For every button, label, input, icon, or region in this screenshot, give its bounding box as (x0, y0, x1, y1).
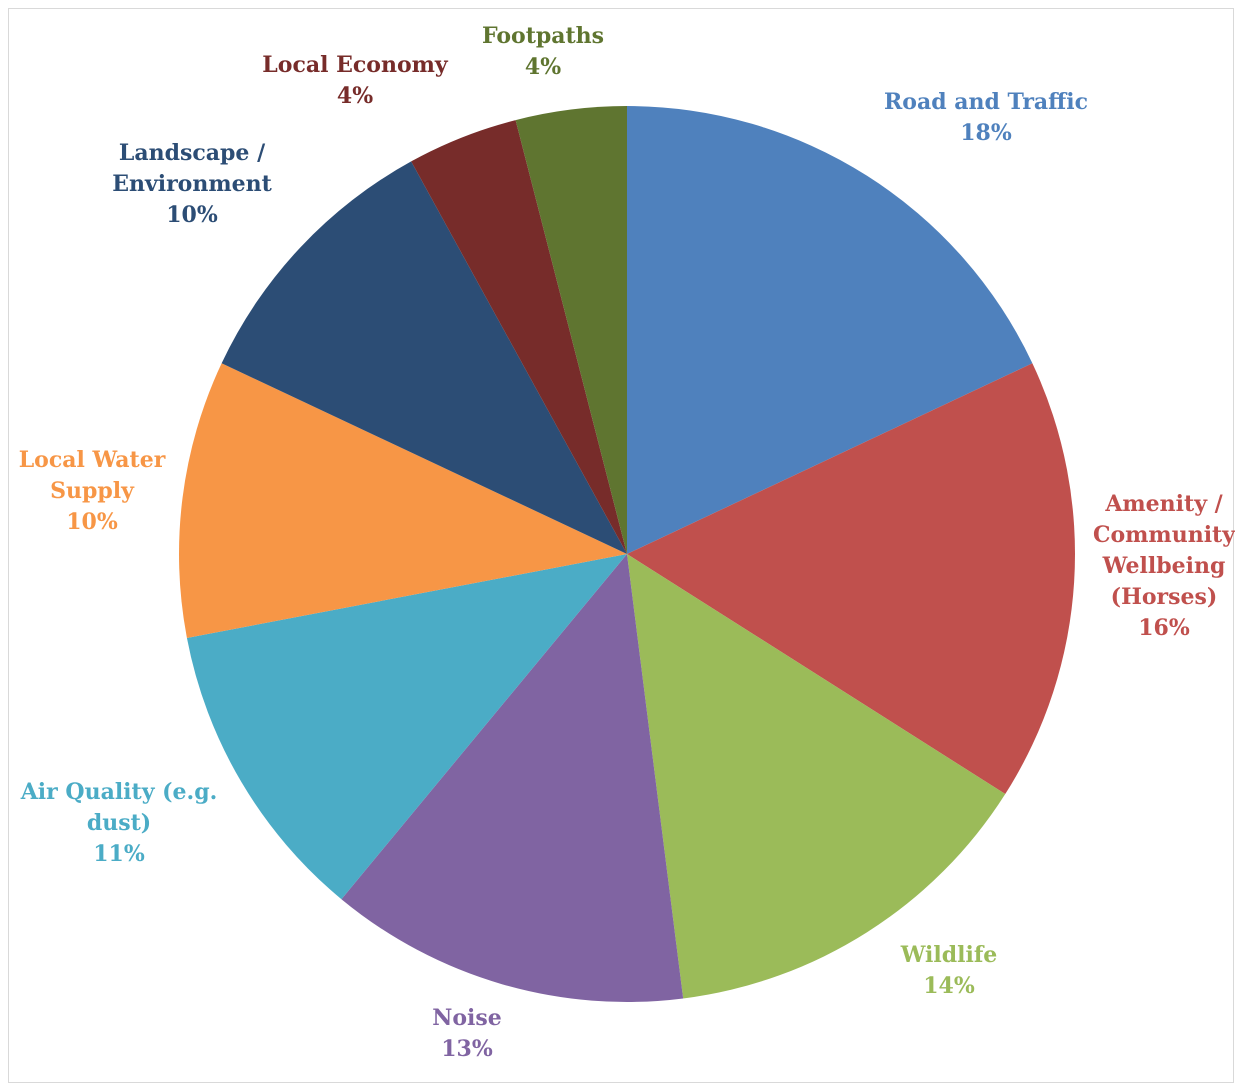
slice-data-label: Footpaths 4% (482, 23, 604, 80)
slice-percent: 4% (337, 83, 373, 109)
slice-label-line: Wellbeing (1102, 553, 1226, 579)
slice-label-line: Local Water (19, 447, 166, 473)
pie-slice (627, 363, 1075, 795)
pie-slice (627, 106, 1033, 554)
slice-label-line: Local Economy (262, 52, 449, 78)
slice-data-label: Air Quality (e.g. dust) 11% (20, 779, 218, 867)
pie-slice (179, 363, 628, 638)
slice-label-line: Landscape / (119, 140, 266, 166)
pie-slice (341, 554, 684, 1003)
slice-label-line: (Horses) (1111, 584, 1218, 610)
slice-label-line: Noise (432, 1005, 502, 1031)
slice-data-label: Landscape / Environment 10% (112, 140, 272, 228)
slice-label-line: Amenity / (1104, 491, 1223, 517)
pie-slice (221, 161, 627, 554)
pie-slice (627, 554, 1006, 999)
slice-percent: 14% (923, 973, 975, 999)
slice-label-line: Community (1093, 522, 1235, 548)
slice-data-label: Wildlife 14% (900, 942, 998, 999)
slice-data-label: Local Economy 4% (262, 52, 449, 109)
slice-percent: 4% (525, 54, 561, 80)
slice-label-line: Air Quality (e.g. (20, 779, 218, 805)
slice-percent: 11% (93, 841, 145, 867)
pie-slice (186, 554, 627, 900)
chart-frame: Road and Traffic 18% Amenity / Community Wel… (8, 8, 1235, 1083)
slice-label-line: Footpaths (482, 23, 604, 49)
slice-label-line: Wildlife (900, 942, 998, 968)
pie-chart: Road and Traffic 18% Amenity / Community Wel… (19, 23, 1235, 1062)
slice-percent: 10% (166, 202, 218, 228)
slice-data-label: Amenity / Community Wellbeing (Horses) 16% (1093, 491, 1235, 641)
slice-label-line: Supply (50, 478, 135, 504)
slice-data-label: Local Water Supply 10% (19, 447, 166, 535)
slice-labels: Road and Traffic 18% Amenity / Community Wel… (19, 23, 1235, 1062)
slice-label-line: Environment (112, 171, 272, 197)
pie-slice (515, 106, 627, 554)
pie-slice (411, 120, 627, 554)
slice-percent: 10% (66, 509, 118, 535)
slice-percent: 18% (960, 120, 1012, 146)
pie-slices (179, 106, 1075, 1003)
slice-label-line: dust) (87, 810, 151, 836)
slice-data-label: Road and Traffic 18% (884, 89, 1088, 146)
slice-label-line: Road and Traffic (884, 89, 1088, 115)
slice-percent: 16% (1138, 615, 1190, 641)
slice-percent: 13% (441, 1036, 493, 1062)
slice-data-label: Noise 13% (432, 1005, 502, 1062)
